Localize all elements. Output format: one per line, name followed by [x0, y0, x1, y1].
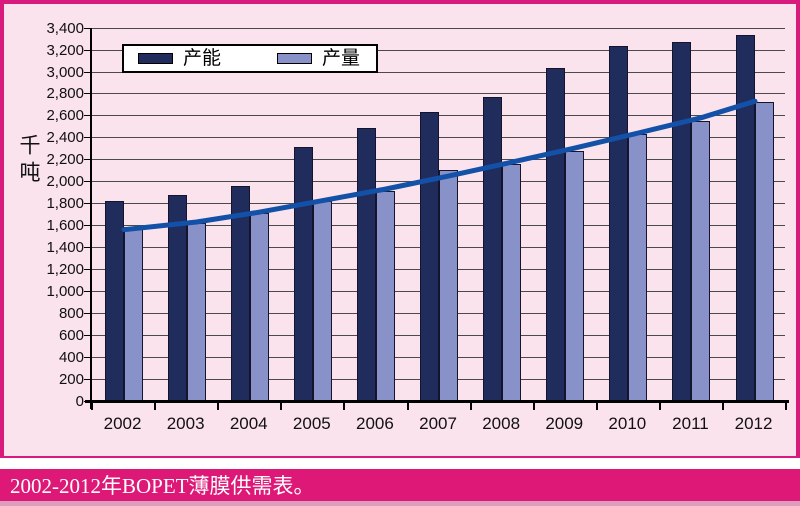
capacity-bar-2008	[483, 96, 503, 401]
y-axis-tick-label: 800	[58, 305, 84, 323]
y-axis-tick-label: 1,400	[46, 239, 84, 257]
output-bar-2009	[565, 150, 585, 401]
y-axis-tick	[84, 203, 91, 205]
y-axis-tick	[84, 313, 91, 315]
capacity-bar-2006	[356, 127, 376, 401]
y-axis-tick-label: 0	[75, 393, 84, 410]
x-axis-tick	[91, 403, 93, 410]
y-axis-tick	[84, 93, 91, 95]
y-axis-tick	[84, 27, 91, 29]
y-axis-tick	[84, 335, 91, 337]
y-axis-tick	[84, 357, 91, 359]
y-axis-tick-label: 3,400	[46, 19, 84, 37]
x-axis-tick	[154, 403, 157, 410]
y-axis-tick	[84, 379, 91, 381]
output-bar-2005	[312, 201, 332, 401]
output-bar-2004	[249, 213, 269, 401]
legend: 产能 产量	[122, 44, 378, 73]
gridline	[91, 49, 785, 51]
x-axis-tick	[595, 403, 598, 410]
y-axis-tick-label: 2,000	[46, 173, 84, 191]
output-bar-2006	[375, 191, 395, 401]
y-axis-tick	[84, 225, 91, 227]
y-axis-tick-label: 2,800	[46, 85, 84, 103]
x-axis-label-2008: 2008	[482, 414, 521, 433]
y-axis-tick-label: 1,600	[46, 217, 84, 235]
gridline	[91, 27, 785, 29]
x-axis-label-2003: 2003	[166, 414, 205, 433]
gridline	[91, 71, 785, 73]
y-axis-tick	[84, 291, 91, 293]
x-axis-tick	[722, 403, 724, 410]
legend-label-capacity: 产能	[183, 48, 222, 69]
x-axis-tick	[658, 403, 661, 410]
x-axis-label-2005: 2005	[292, 414, 331, 433]
x-axis-label-2002: 2002	[103, 414, 142, 433]
y-axis	[90, 27, 92, 409]
caption-text: 2002-2012年BOPET薄膜供需表。	[10, 474, 315, 498]
legend-label-output: 产量	[322, 48, 361, 69]
x-axis-label-2012: 2012	[734, 414, 773, 433]
y-axis-tick	[84, 269, 91, 271]
y-axis-tick	[84, 49, 91, 51]
y-axis-tick-label: 1,000	[46, 283, 84, 301]
output-bar-2002	[123, 227, 143, 401]
y-axis-tick-label: 3,000	[46, 63, 84, 81]
capacity-bar-2007	[420, 112, 439, 401]
y-axis-tick-label: 200	[58, 371, 84, 389]
x-axis-label-2004: 2004	[229, 414, 268, 433]
chart-panel: 0 200 400 600 800 1,000 1,200 1,400 1,600 1,800 2,…	[0, 0, 800, 458]
capacity-bar-2005	[293, 147, 313, 401]
y-axis-tick	[84, 181, 91, 183]
panel-gap	[0, 458, 800, 469]
capacity-bar-2010	[609, 46, 629, 401]
x-axis-tick	[532, 403, 535, 410]
x-axis-tick	[217, 403, 220, 410]
output-bar-2007	[439, 170, 458, 401]
output-bar-2010	[628, 134, 648, 401]
x-axis-label-2010: 2010	[608, 414, 647, 433]
y-axis-tick-label: 2,400	[46, 129, 84, 147]
y-axis-title: 千吨	[17, 134, 41, 188]
y-axis-tick	[84, 137, 91, 139]
y-axis-tick-label: 2,600	[46, 107, 84, 125]
legend-swatch-output	[277, 53, 313, 64]
y-axis-tick-label: 400	[58, 349, 84, 367]
capacity-bar-2012	[735, 35, 755, 401]
gridline	[91, 93, 785, 95]
plot-area: 0 200 400 600 800 1,000 1,200 1,400 1,600 1,800 2,…	[4, 4, 796, 456]
y-axis-tick-label: 2,200	[46, 151, 84, 169]
x-axis-label-2011: 2011	[672, 414, 709, 433]
bottom-strip	[0, 501, 800, 506]
x-axis-tick	[785, 403, 788, 410]
y-axis-tick-label: 3,200	[46, 41, 84, 59]
x-axis-tick	[406, 403, 409, 410]
output-bar-2012	[754, 102, 774, 401]
output-bar-2008	[502, 163, 522, 401]
y-axis-tick	[84, 247, 91, 249]
x-axis-tick	[469, 403, 472, 410]
output-bar-2011	[691, 120, 711, 401]
legend-swatch-capacity	[138, 53, 173, 64]
y-axis-tick-label: 1,800	[46, 195, 84, 213]
x-axis-label-2009: 2009	[545, 414, 584, 433]
y-axis-tick	[84, 71, 91, 73]
capacity-bar-2002	[104, 201, 124, 401]
y-axis-tick-label: 1,200	[46, 261, 84, 279]
x-axis-tick	[280, 403, 283, 410]
output-bar-2003	[186, 223, 206, 401]
capacity-bar-2009	[546, 68, 566, 401]
y-axis-tick	[84, 159, 91, 161]
x-axis-label-2006: 2006	[356, 414, 394, 433]
caption-bar: 2002-2012年BOPET薄膜供需表。	[0, 469, 800, 501]
y-axis-tick-label: 600	[58, 327, 84, 345]
x-axis-tick	[343, 403, 346, 410]
y-axis-tick	[84, 115, 91, 117]
capacity-bar-2003	[167, 194, 187, 401]
x-axis	[85, 400, 789, 403]
x-axis-label-2007: 2007	[419, 414, 457, 433]
capacity-bar-2004	[230, 185, 250, 401]
capacity-bar-2011	[672, 41, 692, 401]
